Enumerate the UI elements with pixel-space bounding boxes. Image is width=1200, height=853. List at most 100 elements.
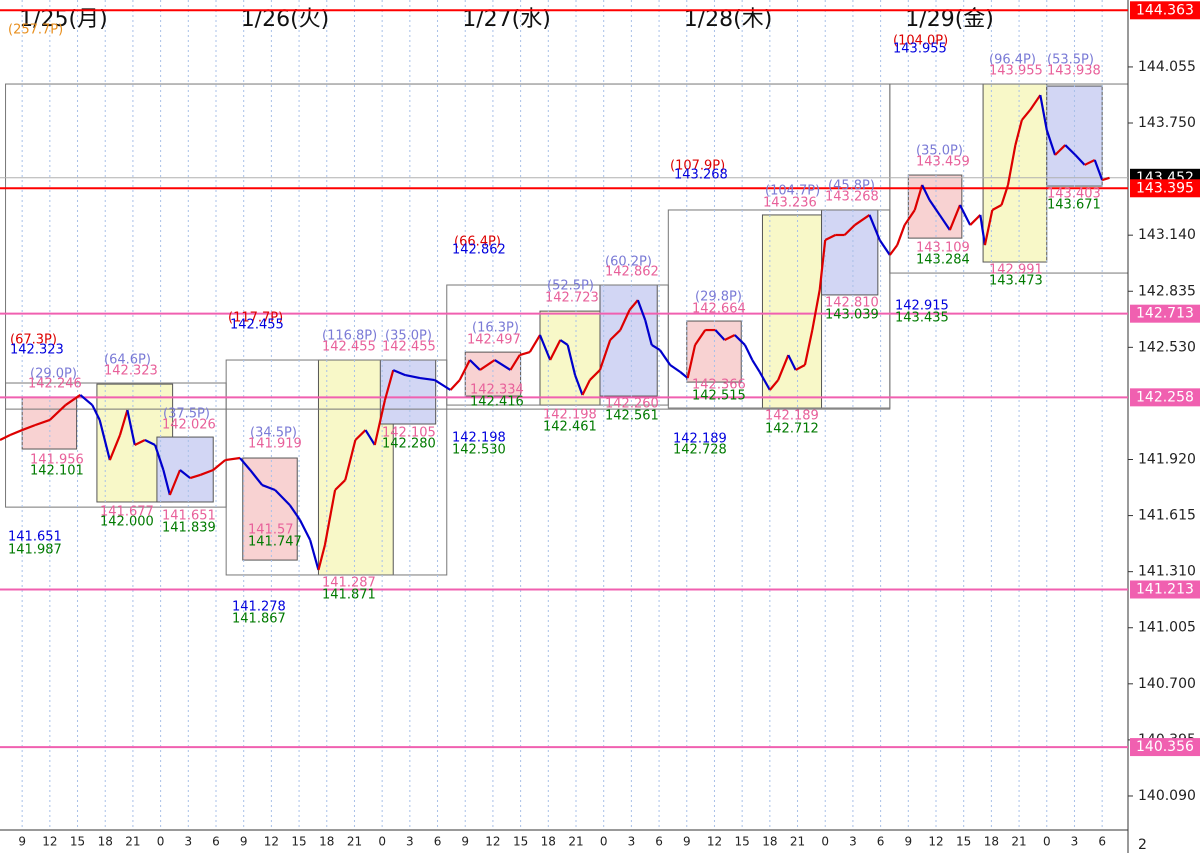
price-segment [21, 424, 36, 432]
price-segment [1039, 94, 1048, 131]
level-label-box [1130, 580, 1200, 599]
annotation: 141.839 [162, 521, 216, 536]
y-tick-label: 141.310 [1138, 564, 1196, 580]
annotation: 142.198 [452, 431, 506, 446]
price-segment [598, 339, 612, 371]
annotation: (104.0P) [893, 34, 948, 49]
price-segment [317, 544, 326, 571]
price-segment [979, 214, 987, 246]
annotation: (67.3P) [10, 333, 57, 348]
annotation: (35.0P) [385, 329, 432, 344]
price-segment [694, 329, 707, 346]
y-tick-label: 143.750 [1138, 115, 1196, 131]
x-tick-label: 18 [98, 835, 113, 849]
x-tick-label: 18 [319, 835, 334, 849]
price-segment [1006, 144, 1017, 186]
x-tick-label: 9 [683, 835, 691, 849]
x-tick-label: 9 [18, 835, 26, 849]
x-tick-label: 6 [655, 835, 663, 849]
y-tick-label: 144.055 [1138, 59, 1196, 75]
price-segment [751, 359, 761, 373]
annotation: 142.991 [989, 263, 1043, 278]
annotation: (45.8P) [828, 179, 875, 194]
price-segment [288, 504, 301, 521]
price-segment [79, 394, 94, 406]
level-label: 144.363 [1136, 2, 1194, 18]
annotation: (96.4P) [989, 53, 1036, 68]
price-segment [724, 334, 736, 341]
annotation: (66.4P) [454, 235, 501, 250]
price-segment [1020, 109, 1032, 121]
annotation: 142.189 [673, 432, 727, 447]
price-segment [628, 299, 639, 311]
price-segment [868, 214, 881, 241]
annotation: 141.919 [248, 437, 302, 452]
range-box [5, 83, 891, 410]
price-segment [494, 359, 512, 371]
price-segment [126, 409, 136, 446]
price-segment [589, 369, 601, 381]
x-tick-label: 9 [904, 835, 912, 849]
price-segment [91, 404, 101, 421]
annotation: (29.8P) [695, 290, 742, 305]
x-tick-label: 6 [212, 835, 220, 849]
price-segment [959, 204, 972, 226]
price-segment [108, 434, 122, 461]
range-box [821, 209, 879, 296]
price-segment [154, 444, 165, 471]
price-segment [983, 209, 994, 246]
range-box [982, 83, 1048, 263]
price-segment [323, 489, 337, 546]
annotation: 143.268 [825, 190, 879, 205]
x-tick-label: 3 [184, 835, 192, 849]
price-segment [896, 224, 906, 246]
price-segment [1064, 144, 1077, 156]
annotation: 142.260 [605, 397, 659, 412]
price-segment [743, 344, 754, 361]
level-label-box [1130, 304, 1200, 323]
price-segment [566, 344, 577, 376]
price-segment [261, 484, 276, 492]
x-tick-label: 9 [240, 835, 248, 849]
price-segment [619, 309, 631, 331]
annotation: (64.6P) [104, 353, 151, 368]
x-tick-label: 15 [735, 835, 750, 849]
price-segment [419, 376, 435, 382]
price-segment [811, 289, 821, 331]
range-box [156, 436, 214, 503]
price-segment [1054, 144, 1066, 156]
x-tick-label: 21 [125, 835, 140, 849]
x-tick-label: 15 [291, 835, 306, 849]
price-segment [1014, 119, 1023, 146]
annotation: 141.651 [8, 530, 62, 545]
price-segment [928, 199, 941, 216]
annotation: 141.747 [248, 535, 302, 550]
price-segment [64, 394, 81, 406]
annotation: 141.278 [232, 600, 286, 615]
price-segment [921, 184, 931, 201]
annotation: 143.955 [893, 42, 947, 57]
price-segment [644, 319, 653, 346]
price-segment [843, 224, 856, 236]
annotation: 143.938 [1047, 64, 1101, 79]
price-segment [144, 439, 156, 446]
price-segment [818, 239, 827, 291]
price-segment [581, 379, 591, 396]
price-segment [98, 419, 111, 461]
annotation: 143.268 [674, 168, 728, 183]
x-tick-label: 18 [984, 835, 999, 849]
x-tick-label: 3 [1071, 835, 1079, 849]
price-segment [0, 434, 11, 441]
level-label-box [1130, 179, 1200, 198]
range-box [599, 284, 658, 397]
annotation: 141.987 [8, 543, 62, 558]
price-segment [651, 344, 661, 352]
price-segment [938, 214, 951, 231]
price-segment [392, 369, 406, 377]
price-segment [179, 469, 191, 479]
price-segment [1084, 158, 1096, 166]
annotation: 142.198 [543, 408, 597, 423]
price-segment [519, 351, 531, 357]
range-box [242, 457, 298, 561]
